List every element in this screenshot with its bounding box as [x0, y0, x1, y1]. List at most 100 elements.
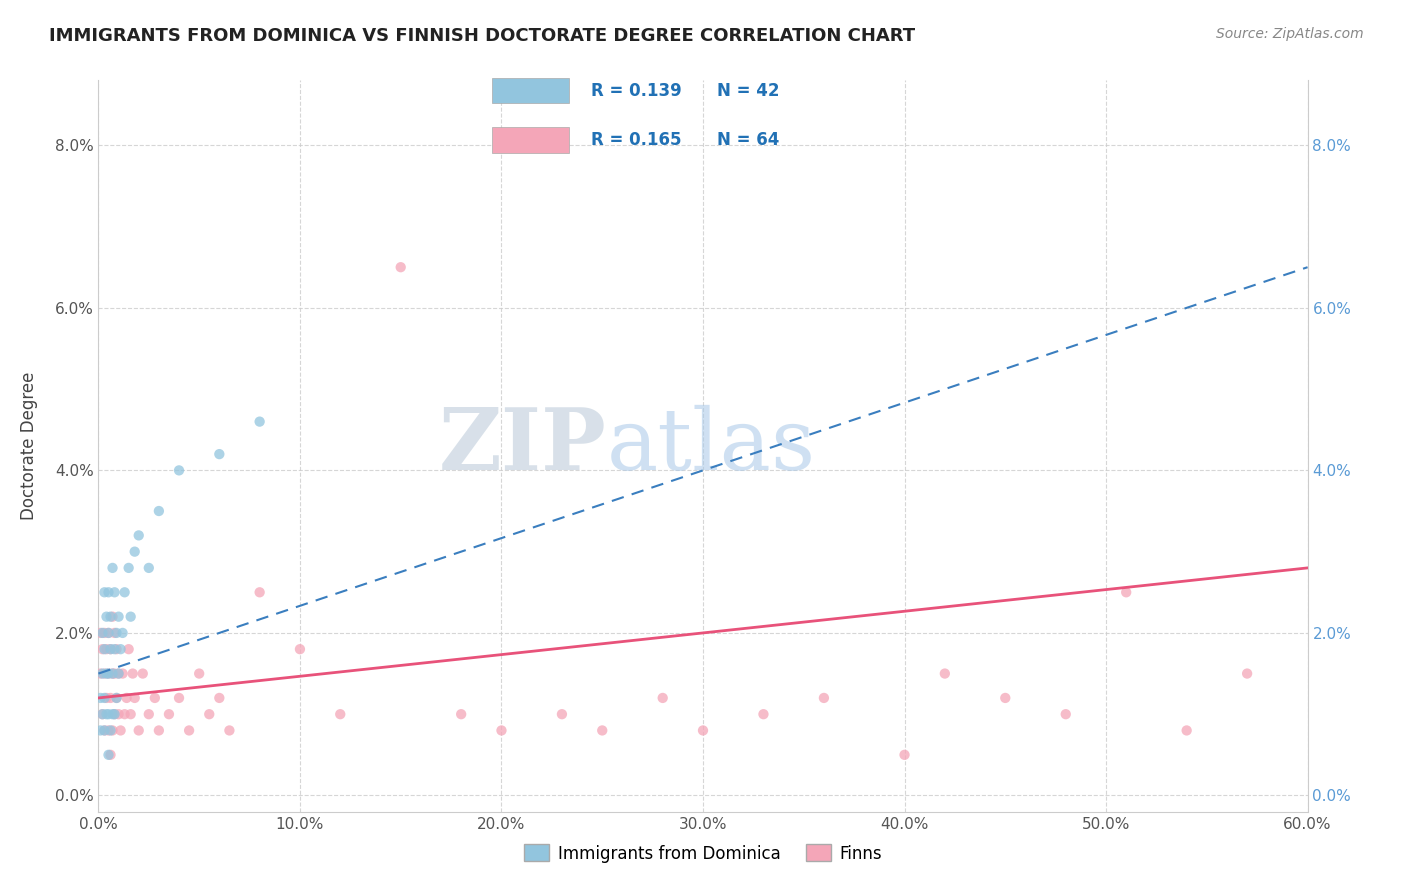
Point	[651, 690, 673, 705]
Point	[120, 609, 142, 624]
Point	[97, 707, 120, 722]
Point	[813, 690, 835, 705]
Point	[114, 585, 136, 599]
Point	[93, 642, 115, 657]
Point	[96, 707, 118, 722]
Point	[111, 666, 134, 681]
Point	[93, 666, 115, 681]
Point	[124, 544, 146, 558]
Point	[1115, 585, 1137, 599]
Point	[491, 723, 513, 738]
Point	[1175, 723, 1198, 738]
Y-axis label: Doctorate Degree: Doctorate Degree	[20, 372, 38, 520]
Point	[103, 666, 125, 681]
Point	[167, 463, 190, 477]
Point	[124, 690, 146, 705]
Point	[249, 585, 271, 599]
Point	[100, 609, 122, 624]
Point	[148, 504, 170, 518]
Text: R = 0.165: R = 0.165	[591, 131, 681, 149]
Point	[93, 585, 115, 599]
Point	[167, 690, 190, 705]
Point	[1054, 707, 1077, 722]
Point	[110, 723, 132, 738]
Point	[893, 747, 915, 762]
Point	[96, 642, 118, 657]
Point	[100, 642, 122, 657]
Text: atlas: atlas	[606, 404, 815, 488]
Point	[249, 415, 271, 429]
FancyBboxPatch shape	[492, 78, 569, 103]
Point	[93, 723, 115, 738]
Point	[93, 626, 115, 640]
Point	[138, 707, 160, 722]
Point	[1236, 666, 1258, 681]
Point	[97, 747, 120, 762]
Point	[101, 609, 124, 624]
Point	[105, 690, 128, 705]
Point	[103, 642, 125, 657]
Point	[198, 707, 221, 722]
Point	[111, 626, 134, 640]
Point	[752, 707, 775, 722]
Point	[93, 690, 115, 705]
Point	[218, 723, 240, 738]
Point	[97, 666, 120, 681]
Point	[157, 707, 180, 722]
Point	[143, 690, 166, 705]
Text: R = 0.139: R = 0.139	[591, 82, 682, 100]
Point	[91, 626, 114, 640]
Point	[179, 723, 201, 738]
Point	[103, 626, 125, 640]
Point	[115, 690, 138, 705]
Point	[89, 690, 111, 705]
Point	[91, 707, 114, 722]
Point	[100, 690, 122, 705]
Point	[96, 690, 118, 705]
Point	[148, 723, 170, 738]
Point	[103, 707, 125, 722]
Point	[97, 585, 120, 599]
Text: IMMIGRANTS FROM DOMINICA VS FINNISH DOCTORATE DEGREE CORRELATION CHART: IMMIGRANTS FROM DOMINICA VS FINNISH DOCT…	[49, 27, 915, 45]
Point	[110, 642, 132, 657]
Point	[89, 723, 111, 738]
Point	[128, 723, 150, 738]
Point	[97, 723, 120, 738]
Point	[288, 642, 311, 657]
Point	[188, 666, 211, 681]
Point	[107, 666, 129, 681]
Point	[118, 561, 141, 575]
Point	[101, 666, 124, 681]
Point	[107, 707, 129, 722]
Point	[450, 707, 472, 722]
Point	[97, 666, 120, 681]
Point	[101, 561, 124, 575]
Point	[934, 666, 956, 681]
Point	[103, 707, 125, 722]
Point	[132, 666, 155, 681]
FancyBboxPatch shape	[492, 127, 569, 153]
Text: ZIP: ZIP	[439, 404, 606, 488]
Point	[97, 626, 120, 640]
Point	[103, 585, 125, 599]
Point	[97, 626, 120, 640]
Point	[105, 626, 128, 640]
Text: N = 42: N = 42	[717, 82, 779, 100]
Point	[114, 707, 136, 722]
Point	[89, 666, 111, 681]
Point	[100, 642, 122, 657]
Point	[96, 666, 118, 681]
Point	[208, 690, 231, 705]
Point	[100, 747, 122, 762]
Point	[692, 723, 714, 738]
Point	[551, 707, 574, 722]
Point	[96, 609, 118, 624]
Point	[329, 707, 352, 722]
Point	[107, 666, 129, 681]
Point	[107, 609, 129, 624]
Point	[101, 723, 124, 738]
Point	[101, 707, 124, 722]
Point	[208, 447, 231, 461]
Point	[91, 707, 114, 722]
Point	[994, 690, 1017, 705]
